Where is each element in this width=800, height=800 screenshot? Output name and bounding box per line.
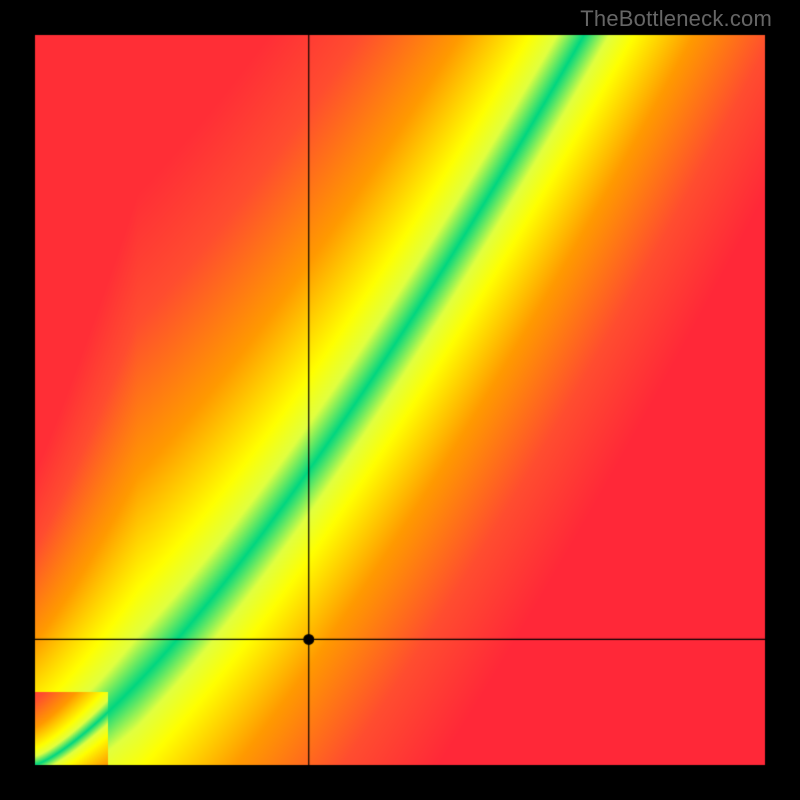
bottleneck-heatmap — [0, 0, 800, 800]
watermark-text: TheBottleneck.com — [580, 6, 772, 32]
